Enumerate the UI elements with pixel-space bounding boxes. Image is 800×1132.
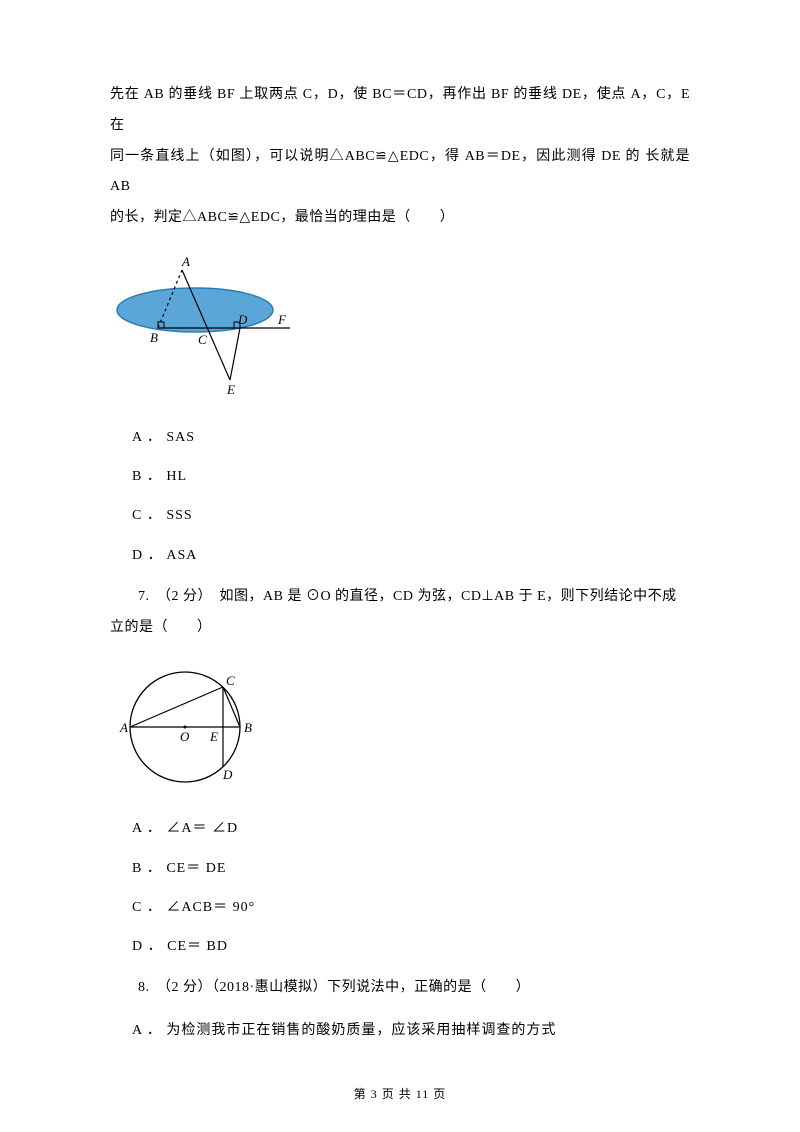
- q8-text: 8. （2 分）（2018·惠山模拟）下列说法中，正确的是（ ）: [110, 973, 690, 1004]
- label2-E: E: [209, 729, 218, 744]
- intro-line2: 同一条直线上（如图），可以说明△ABC≌△EDC，得 AB＝DE，因此测得 DE…: [110, 142, 690, 204]
- q7-option-b: B ． CE＝ DE: [132, 856, 690, 881]
- figure-1: A B C D E F: [110, 252, 690, 407]
- label2-C: C: [226, 673, 235, 688]
- label-B: B: [150, 330, 158, 345]
- label2-A: A: [119, 720, 128, 735]
- label2-B: B: [244, 720, 252, 735]
- label-D: D: [237, 312, 248, 327]
- q6-option-a: A ． SAS: [132, 425, 690, 450]
- intro-line3: 的长，判定△ABC≌△EDC，最恰当的理由是（ ）: [110, 203, 690, 234]
- label2-D: D: [222, 767, 233, 782]
- q7-option-d: D ． CE＝ BD: [132, 934, 690, 959]
- label-E: E: [226, 382, 235, 397]
- label2-O: O: [180, 729, 190, 744]
- label-A: A: [181, 254, 190, 269]
- intro-line1: 先在 AB 的垂线 BF 上取两点 C，D，使 BC＝CD，再作出 BF 的垂线…: [110, 80, 690, 142]
- q6-option-c: C ． SSS: [132, 503, 690, 528]
- label-F: F: [277, 312, 287, 327]
- q6-option-b: B ． HL: [132, 464, 690, 489]
- figure-2: A B C D O E: [110, 657, 690, 802]
- q8-option-a: A ． 为检测我市正在销售的酸奶质量，应该采用抽样调查的方式: [132, 1018, 690, 1043]
- label-C: C: [198, 332, 207, 347]
- q6-option-d: D ． ASA: [132, 543, 690, 568]
- q7-option-a: A ． ∠A＝ ∠D: [132, 816, 690, 841]
- page-footer: 第 3 页 共 11 页: [0, 1085, 800, 1102]
- q7-text: 7. （2 分） 如图，AB 是 ⊙O 的直径，CD 为弦，CD⊥AB 于 E，…: [110, 582, 690, 644]
- q7-option-c: C ． ∠ACB＝ 90°: [132, 895, 690, 920]
